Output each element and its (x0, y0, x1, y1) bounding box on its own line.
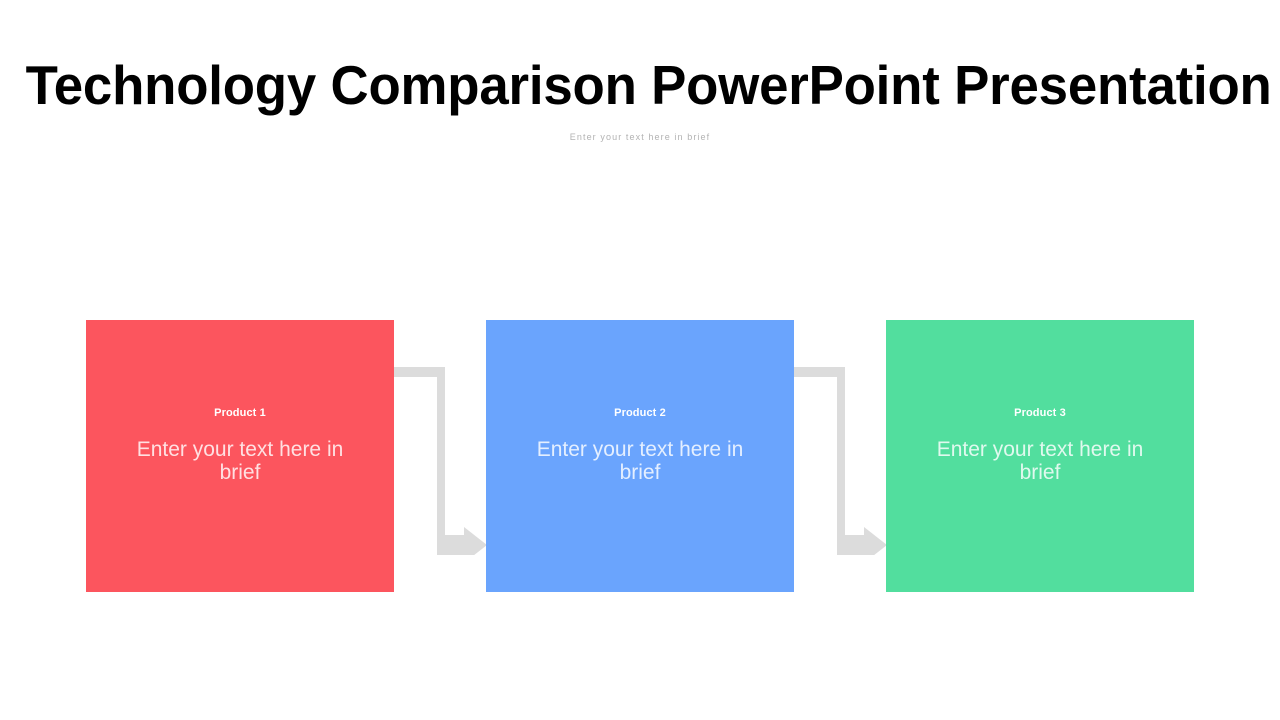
product-card-2-body: Enter your text here in brief (536, 438, 744, 484)
product-card-2[interactable]: Product 2 Enter your text here in brief (486, 320, 794, 592)
connector-arrow-2 (794, 367, 894, 563)
elbow-arrow-right-icon (794, 367, 887, 563)
product-card-1[interactable]: Product 1 Enter your text here in brief (86, 320, 394, 592)
product-card-2-fill (486, 320, 794, 592)
product-card-1-title: Product 1 (214, 407, 266, 419)
product-card-3[interactable]: Product 3 Enter your text here in brief (886, 320, 1194, 592)
product-card-3-fill (886, 320, 1194, 592)
product-card-1-body: Enter your text here in brief (136, 438, 344, 484)
elbow-arrow-right-icon (394, 367, 487, 563)
product-card-3-body: Enter your text here in brief (936, 438, 1144, 484)
product-card-3-title: Product 3 (1014, 407, 1066, 419)
page-title: Technology Comparison PowerPoint Present… (25, 54, 1272, 116)
product-card-1-fill (86, 320, 394, 592)
connector-arrow-1 (394, 367, 494, 563)
product-card-2-title: Product 2 (614, 407, 666, 419)
page-subtitle: Enter your text here in brief (569, 132, 711, 142)
